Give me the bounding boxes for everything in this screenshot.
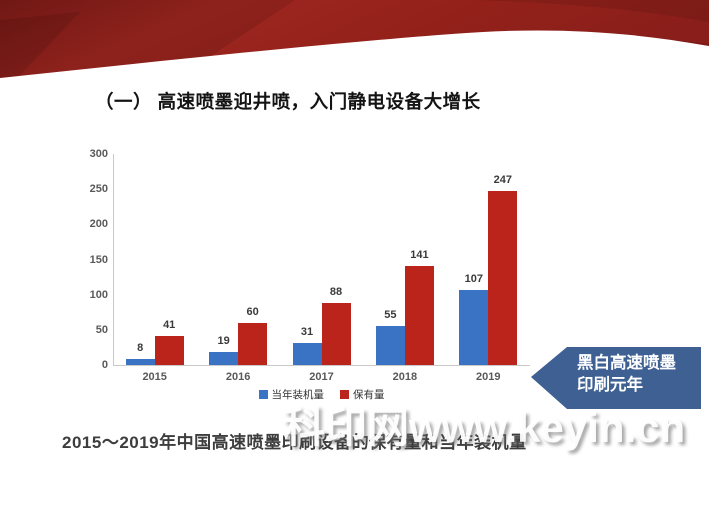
x-axis-category-label: 2017	[309, 371, 334, 383]
bar-value-label: 8	[137, 342, 144, 355]
callout-text-line1: 黑白高速喷墨	[577, 354, 676, 372]
bar-保有量-2017	[321, 303, 351, 365]
ribbon-shape	[0, 0, 709, 78]
x-axis-category-label: 2019	[476, 371, 501, 383]
chart-legend: 当年装机量 保有量	[113, 387, 530, 402]
callout-arrow-shape	[531, 347, 701, 409]
bar-当年装机量-2015	[125, 359, 155, 365]
bar-当年装机量-2018	[375, 326, 405, 365]
legend-label: 当年装机量	[271, 389, 325, 401]
bar-value-label: 107	[464, 272, 483, 285]
bar-value-label: 88	[329, 286, 343, 299]
ribbon-shade-topright	[470, 0, 709, 22]
x-axis-category-label: 2016	[225, 371, 251, 383]
y-tick-label: 100	[89, 288, 108, 301]
legend-swatch-icon	[258, 390, 268, 399]
ribbon-shade-edge	[0, 12, 80, 78]
header-ribbon-decoration	[0, 0, 709, 78]
x-axis-category-label: 2018	[392, 371, 418, 383]
bar-保有量-2016	[238, 322, 268, 365]
bar-当年装机量-2016	[209, 351, 239, 365]
callout-text: 黑白高速喷墨 印刷元年	[577, 352, 676, 396]
bar-保有量-2019	[488, 191, 518, 365]
x-axis-line	[113, 365, 530, 366]
bar-当年装机量-2017	[292, 343, 322, 365]
bar-保有量-2018	[404, 265, 434, 365]
bar-value-label: 41	[163, 319, 176, 332]
bar-value-label: 19	[217, 334, 230, 347]
slide-title: （一） 高速喷墨迎井喷，入门静电设备大增长	[95, 91, 481, 112]
legend-label: 保有量	[353, 389, 385, 401]
callout-text-line2: 印刷元年	[577, 376, 643, 394]
bar-value-label: 55	[384, 309, 397, 322]
y-tick-label: 50	[95, 323, 108, 336]
x-axis-category-label: 2015	[142, 371, 167, 383]
bar-value-label: 60	[246, 305, 259, 318]
bar-value-label: 141	[410, 248, 429, 261]
y-tick-label: 300	[89, 148, 108, 160]
bar-chart: 当年装机量 保有量 0 50 100 150 200 250 300 8 41 2015 19 60 20…	[80, 148, 550, 418]
bar-当年装机量-2019	[459, 289, 489, 365]
chart-caption: 2015～2019年中国高速喷墨印刷设备的保有量和当年装机量	[62, 433, 527, 452]
bar-value-label: 31	[300, 326, 314, 339]
y-axis-line	[113, 154, 114, 365]
y-tick-label: 0	[101, 359, 108, 371]
y-tick-label: 250	[89, 183, 108, 196]
y-tick-label: 200	[89, 218, 108, 231]
legend-swatch-icon	[340, 390, 349, 399]
callout-banner	[531, 347, 701, 409]
bar-保有量-2015	[154, 336, 184, 365]
ribbon-shade-left	[0, 0, 295, 78]
legend-item: 保有量	[340, 387, 385, 402]
bar-value-label: 247	[493, 174, 512, 187]
y-tick-label: 150	[89, 253, 108, 266]
legend-item: 当年装机量	[258, 387, 325, 402]
